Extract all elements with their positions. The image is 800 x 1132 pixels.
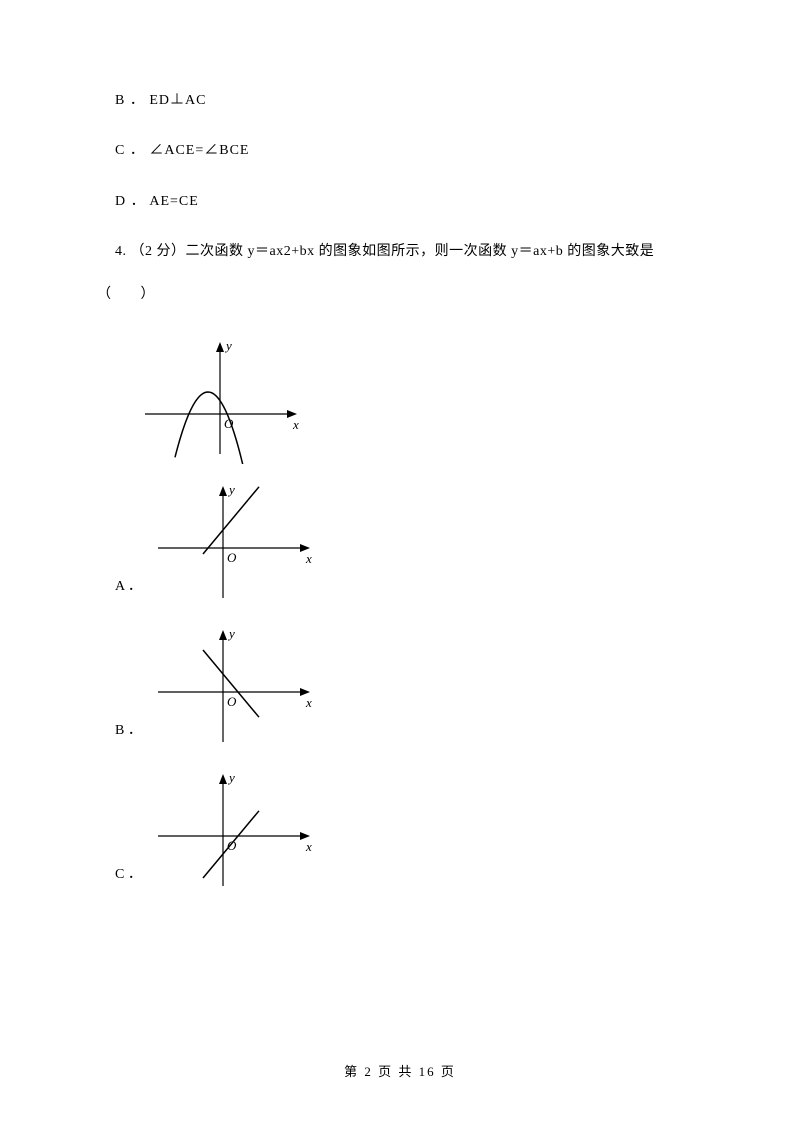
svg-text:x: x [305,839,312,854]
svg-text:x: x [305,695,312,710]
q4-text: 二次函数 y＝ax2+bx 的图象如图所示，则一次函数 y＝ax+b 的图象大致… [186,244,655,259]
svg-text:y: y [224,338,232,353]
option-c-label: C ． [115,864,142,896]
stem-graph: xyO [135,334,305,464]
svg-text:y: y [227,626,235,641]
svg-text:O: O [227,550,237,565]
option-a-graph: x y O [148,478,318,608]
option-c-row: C ． x y O [115,766,700,896]
q4-blank: （ ） [97,284,700,306]
page-content: B ． ED⊥AC C ． ∠ACE=∠BCE D ． AE=CE 4. （2 … [0,0,800,896]
svg-text:x: x [305,551,312,566]
svg-text:x: x [292,417,299,432]
svg-text:O: O [227,694,237,709]
option-b-label: B ． [115,720,142,752]
svg-text:O: O [227,838,237,853]
q4-prefix: 4. [115,244,131,259]
option-b: B ． ED⊥AC [115,90,700,112]
option-a-label: A ． [115,576,142,608]
option-c-graph: x y O [148,766,318,896]
svg-text:y: y [227,482,235,497]
q4-points: （2 分） [131,244,186,259]
svg-text:y: y [227,770,235,785]
option-a-row: A ． x y O [115,478,700,608]
option-b-graph: x y O [148,622,318,752]
page-footer: 第 2 页 共 16 页 [0,1061,800,1080]
question-4: 4. （2 分）二次函数 y＝ax2+bx 的图象如图所示，则一次函数 y＝ax… [115,241,700,306]
option-c: C ． ∠ACE=∠BCE [115,140,700,162]
stem-graph-row: xyO [135,334,700,464]
option-d: D ． AE=CE [115,191,700,213]
option-b-row: B ． x y O [115,622,700,752]
